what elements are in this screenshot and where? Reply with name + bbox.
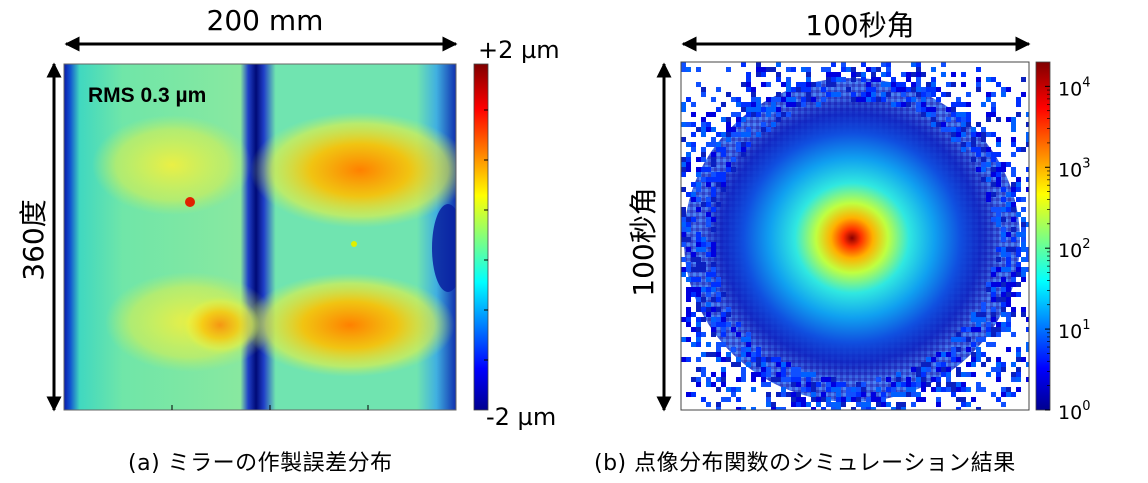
panel-a-x-ticks — [171, 405, 369, 410]
colorbar-tick-label: 104 — [1058, 75, 1090, 100]
panel-a-width-label: 200 mm — [206, 4, 324, 37]
panel-b-caption: (b) 点像分布関数のシミュレーション結果 — [594, 451, 1016, 476]
panel-a-frame — [63, 63, 457, 411]
panel-b-colorbar — [1035, 61, 1051, 411]
panel-a-caption: (a) ミラーの作製誤差分布 — [128, 451, 393, 476]
panel-a-colorbar-min-label: -2 µm — [486, 403, 557, 431]
panel-a-rms-label: RMS 0.3 µm — [88, 84, 206, 107]
panel-a-colorbar-ticks — [484, 109, 488, 361]
colorbar-tick-label: 102 — [1058, 237, 1090, 262]
panel-b-psf-map — [681, 62, 1029, 410]
panel-a-colorbar — [473, 63, 489, 411]
panel-b-colorbar-ticks: 104 103 102 101 100 — [1045, 75, 1090, 424]
colorbar-tick-label: 100 — [1058, 399, 1090, 424]
panel-b-speckles — [681, 62, 1029, 410]
panel-b-frame — [680, 61, 1030, 411]
colorbar-tick-label: 101 — [1058, 318, 1090, 343]
panel-a-colorbar-max-label: +2 µm — [478, 36, 560, 64]
colorbar-tick-label: 103 — [1058, 156, 1090, 181]
panel-a-heatmap — [64, 64, 456, 410]
